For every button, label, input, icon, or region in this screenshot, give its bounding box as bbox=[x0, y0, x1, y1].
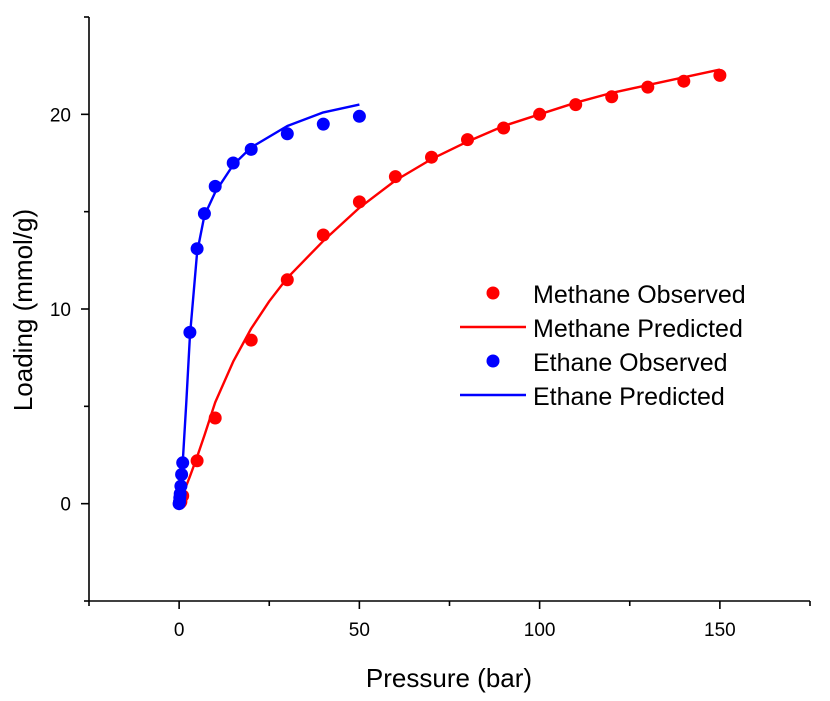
legend-label-methane-observed: Methane Observed bbox=[533, 281, 746, 309]
ethane-observed-point bbox=[316, 117, 330, 131]
methane-observed-point bbox=[497, 121, 511, 135]
ethane-observed-point bbox=[175, 468, 189, 481]
axes bbox=[88, 17, 810, 602]
methane-observed-point bbox=[569, 98, 583, 112]
x-tick-label: 50 bbox=[349, 620, 370, 641]
legend-marker-ethane-observed bbox=[486, 354, 500, 368]
legend: Methane Observed Methane Predicted Ethane … bbox=[460, 281, 746, 411]
legend-marker-methane-observed bbox=[486, 286, 500, 300]
legend-label-ethane-predicted: Ethane Predicted bbox=[533, 383, 725, 411]
ethane-observed-point bbox=[190, 242, 204, 256]
methane-observed-point bbox=[280, 273, 294, 287]
methane-observed-point bbox=[533, 107, 547, 121]
ethane-predicted-line bbox=[177, 103, 360, 504]
methane-observed-point bbox=[244, 333, 258, 347]
y-axis-title: Loading (mmol/g) bbox=[8, 209, 38, 411]
x-tick-label: 0 bbox=[174, 620, 185, 641]
methane-observed-point bbox=[316, 228, 330, 242]
ethane-observed-point bbox=[226, 156, 240, 170]
ethane-observed-point bbox=[352, 109, 366, 123]
ethane-observed-point bbox=[280, 127, 294, 141]
ethane-observed-point bbox=[208, 179, 222, 193]
y-tick-label: 20 bbox=[50, 105, 71, 126]
methane-observed-point bbox=[208, 411, 222, 425]
x-axis-title: Pressure (bar) bbox=[366, 663, 532, 693]
methane-observed-point bbox=[388, 170, 402, 184]
methane-predicted-line bbox=[177, 68, 721, 505]
ethane-observed-point bbox=[183, 325, 197, 339]
legend-label-ethane-observed: Ethane Observed bbox=[533, 349, 728, 377]
y-tick-label: 10 bbox=[50, 300, 71, 321]
methane-observed-point bbox=[352, 195, 366, 209]
axis-ticks: 0 50 100 150 0 10 20 bbox=[50, 16, 811, 641]
methane-observed-point bbox=[605, 90, 619, 104]
ethane-observed-point bbox=[197, 207, 211, 221]
methane-observed-point bbox=[677, 74, 691, 88]
methane-observed-point bbox=[641, 80, 655, 94]
ethane-observed-point bbox=[244, 142, 258, 156]
plot-series bbox=[172, 68, 727, 511]
methane-observed-point bbox=[713, 68, 727, 82]
ethane-observed-points bbox=[172, 109, 366, 511]
x-tick-label: 150 bbox=[704, 620, 736, 641]
y-tick-label: 0 bbox=[60, 495, 71, 516]
legend-label-methane-predicted: Methane Predicted bbox=[533, 315, 743, 343]
methane-observed-point bbox=[190, 454, 204, 468]
ethane-observed-point bbox=[174, 479, 188, 493]
x-tick-label: 100 bbox=[524, 620, 556, 641]
ethane-observed-point bbox=[176, 456, 190, 470]
methane-observed-point bbox=[461, 133, 474, 147]
methane-observed-point bbox=[425, 150, 438, 164]
